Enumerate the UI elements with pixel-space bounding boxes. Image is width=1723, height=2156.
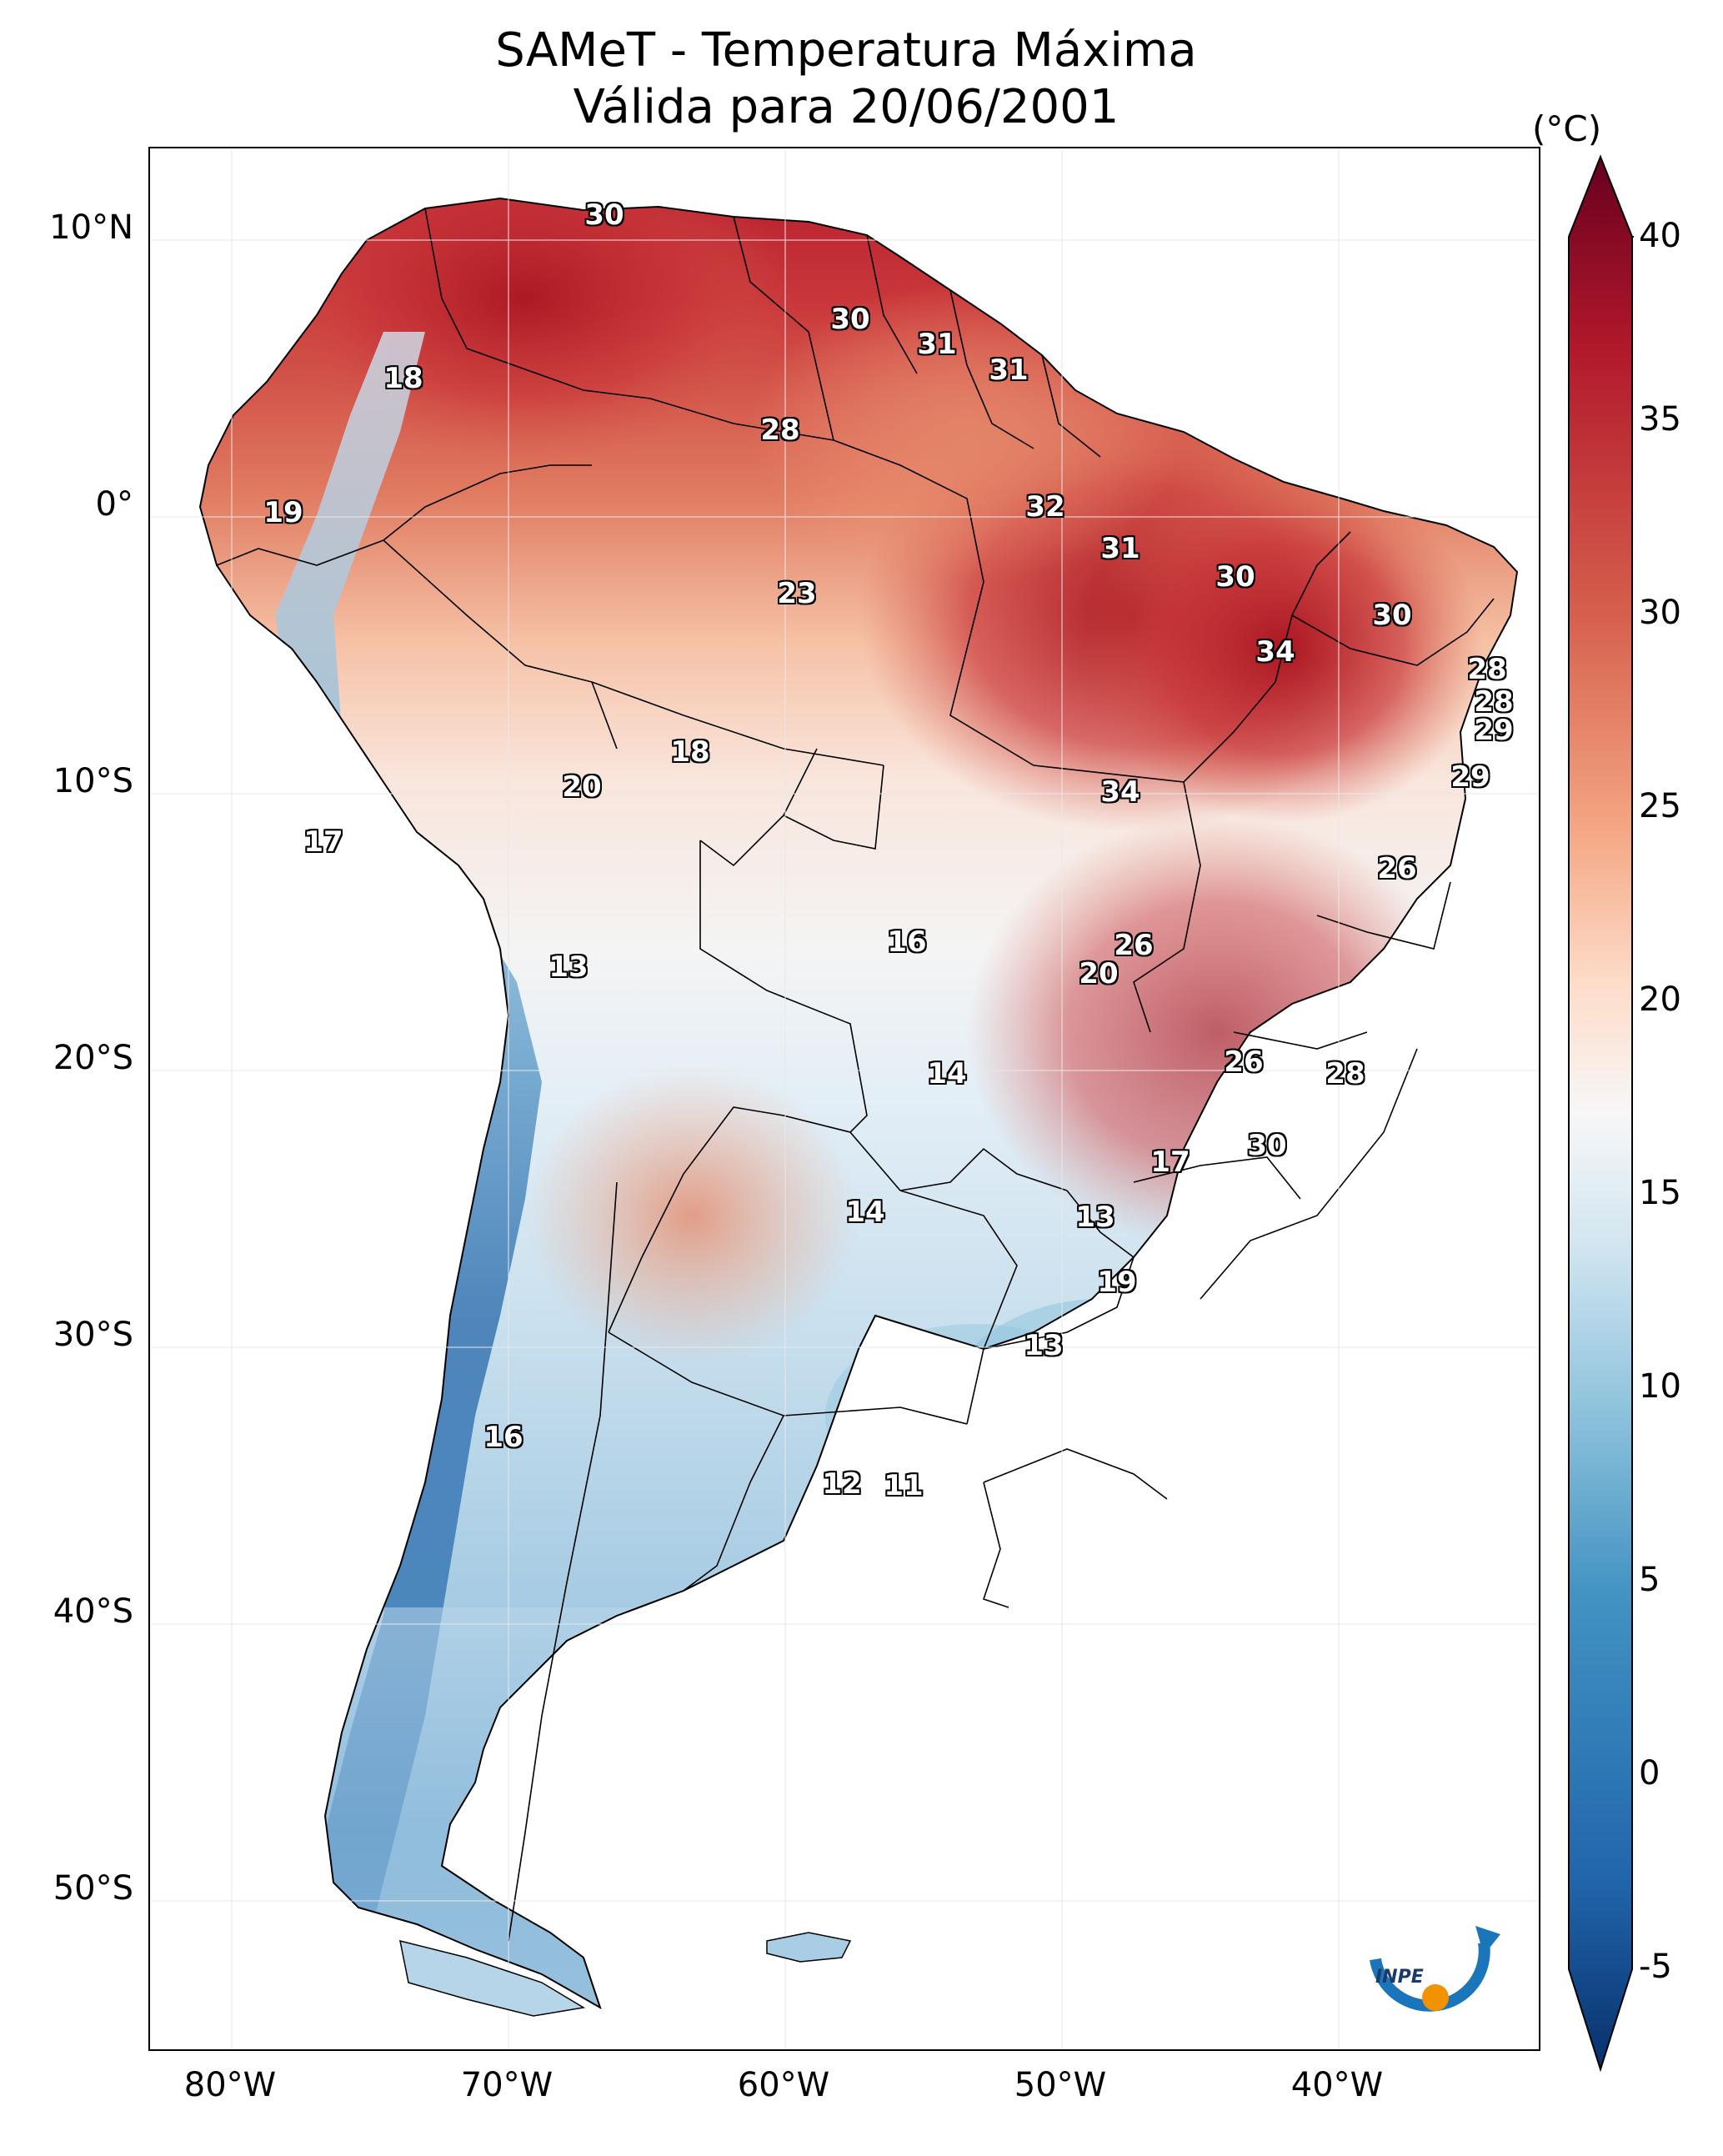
contour-label: 29 bbox=[1450, 760, 1490, 794]
colorbar-tick: 10 bbox=[1639, 1367, 1681, 1406]
lon-tick-label: 50°W bbox=[1014, 2066, 1107, 2104]
contour-label: 30 bbox=[1372, 599, 1412, 632]
contour-label: 23 bbox=[777, 577, 817, 610]
lon-tick-label: 40°W bbox=[1290, 2066, 1384, 2104]
logo-text: INPE bbox=[1375, 1967, 1424, 1988]
colorbar-tick: 0 bbox=[1639, 1754, 1660, 1792]
contour-label: 28 bbox=[1474, 685, 1514, 719]
contour-label: 20 bbox=[562, 770, 602, 804]
contour-label: 19 bbox=[263, 496, 303, 529]
contour-label: 26 bbox=[1377, 852, 1417, 885]
inpe-logo: INPE bbox=[1370, 1926, 1500, 2012]
contour-label: 13 bbox=[1024, 1329, 1064, 1362]
colorbar-tick: 35 bbox=[1639, 400, 1681, 439]
contour-label: 30 bbox=[1247, 1129, 1287, 1162]
colorbar-tick: -5 bbox=[1639, 1948, 1672, 1986]
colorbar-tick: 40 bbox=[1639, 217, 1681, 255]
contour-label: 34 bbox=[1255, 635, 1295, 669]
contour-label: 13 bbox=[1075, 1201, 1115, 1234]
contour-label: 11 bbox=[884, 1469, 924, 1502]
contour-label: 26 bbox=[1224, 1045, 1264, 1079]
tierra-del-fuego bbox=[399, 1939, 586, 2017]
contour-label: 19 bbox=[1097, 1266, 1137, 1299]
lat-tick-label: 10°S bbox=[53, 762, 133, 800]
colorbar-tick: 30 bbox=[1639, 594, 1681, 632]
contour-label: 28 bbox=[1467, 653, 1507, 686]
contour-label: 18 bbox=[383, 362, 423, 395]
contour-label: 16 bbox=[887, 925, 927, 959]
contour-label: 30 bbox=[1215, 560, 1255, 594]
contour-label: 31 bbox=[917, 328, 957, 361]
temperature-map bbox=[150, 148, 1539, 2049]
lon-tick-label: 70°W bbox=[460, 2066, 553, 2104]
contour-label: 16 bbox=[483, 1421, 523, 1454]
contour-label: 28 bbox=[1325, 1057, 1365, 1091]
map-subtitle: Válida para 20/06/2001 bbox=[573, 80, 1119, 134]
contour-label: 13 bbox=[548, 950, 589, 984]
contour-label: 32 bbox=[1025, 490, 1065, 524]
map-title: SAMeT - Temperatura Máxima bbox=[495, 23, 1197, 78]
contour-label: 30 bbox=[584, 198, 624, 232]
contour-label: 14 bbox=[927, 1057, 967, 1091]
contour-label: 17 bbox=[303, 825, 343, 859]
lon-tick-label: 80°W bbox=[183, 2066, 277, 2104]
colorbar-tick: 20 bbox=[1639, 980, 1681, 1019]
falkland-islands bbox=[766, 1932, 852, 1963]
contour-label: 31 bbox=[1100, 532, 1140, 565]
lat-tick-label: 50°S bbox=[53, 1869, 133, 1908]
colorbar-tick: 25 bbox=[1639, 787, 1681, 825]
contour-label: 20 bbox=[1079, 957, 1119, 990]
colorbar-unit: (°C) bbox=[1532, 108, 1602, 149]
colorbar bbox=[1568, 154, 1634, 2073]
colorbar-tick: 5 bbox=[1639, 1561, 1660, 1599]
contour-label: 17 bbox=[1150, 1146, 1190, 1179]
lat-tick-label: 0° bbox=[95, 485, 133, 524]
contour-label: 28 bbox=[760, 414, 800, 447]
lat-tick-label: 10°N bbox=[49, 208, 133, 247]
country-borders bbox=[216, 208, 1495, 1942]
contour-label: 18 bbox=[670, 735, 710, 769]
contour-label: 31 bbox=[989, 353, 1029, 387]
contour-label: 26 bbox=[1114, 929, 1154, 962]
contour-label: 14 bbox=[845, 1196, 885, 1229]
lat-tick-label: 20°S bbox=[53, 1039, 133, 1077]
contour-label: 12 bbox=[822, 1467, 862, 1501]
map-panel: 30 30 31 31 18 28 19 32 31 23 30 30 34 2… bbox=[148, 147, 1540, 2051]
contour-label: 29 bbox=[1474, 714, 1514, 747]
contour-label: 30 bbox=[830, 303, 870, 336]
lon-tick-label: 60°W bbox=[737, 2066, 830, 2104]
lat-tick-label: 30°S bbox=[53, 1316, 133, 1354]
graticule bbox=[150, 148, 1539, 2049]
colorbar-tick: 15 bbox=[1639, 1174, 1681, 1212]
contour-label: 34 bbox=[1100, 775, 1140, 809]
lat-tick-label: 40°S bbox=[53, 1592, 133, 1631]
